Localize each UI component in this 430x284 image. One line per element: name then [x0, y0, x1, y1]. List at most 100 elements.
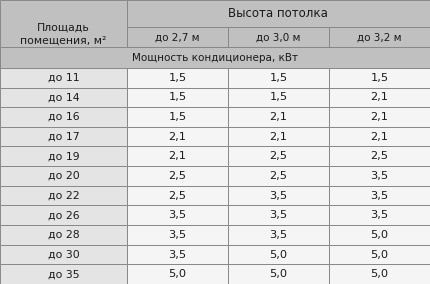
- Bar: [329, 127, 430, 147]
- Bar: [0, 127, 127, 147]
- Bar: [228, 68, 329, 87]
- Text: 2,1: 2,1: [270, 132, 287, 142]
- Bar: [0, 205, 127, 225]
- Bar: [329, 147, 430, 166]
- Text: до 22: до 22: [48, 191, 79, 201]
- Text: 3,5: 3,5: [370, 171, 389, 181]
- Text: Площадь
помещения, м²: Площадь помещения, м²: [20, 23, 107, 45]
- Bar: [127, 68, 228, 87]
- Text: до 20: до 20: [48, 171, 79, 181]
- Text: 3,5: 3,5: [269, 230, 288, 240]
- Bar: [127, 205, 228, 225]
- Bar: [228, 147, 329, 166]
- Bar: [0, 0, 127, 68]
- Bar: [329, 264, 430, 284]
- Text: до 11: до 11: [48, 73, 79, 83]
- Bar: [0, 186, 127, 205]
- Text: до 3,0 м: до 3,0 м: [256, 32, 301, 42]
- Bar: [329, 245, 430, 264]
- Text: 3,5: 3,5: [168, 250, 187, 260]
- Bar: [329, 166, 430, 186]
- Bar: [329, 27, 430, 47]
- Text: 2,1: 2,1: [371, 92, 388, 102]
- Bar: [228, 127, 329, 147]
- Text: 2,1: 2,1: [371, 112, 388, 122]
- Text: 2,1: 2,1: [169, 132, 186, 142]
- Bar: [0, 47, 430, 68]
- Text: 3,5: 3,5: [168, 230, 187, 240]
- Text: 3,5: 3,5: [269, 191, 288, 201]
- Text: 3,5: 3,5: [370, 210, 389, 220]
- Bar: [0, 147, 127, 166]
- Text: 2,5: 2,5: [169, 191, 186, 201]
- Bar: [0, 107, 127, 127]
- Text: 2,1: 2,1: [169, 151, 186, 161]
- Bar: [329, 107, 430, 127]
- Text: до 17: до 17: [48, 132, 79, 142]
- Text: 5,0: 5,0: [269, 269, 288, 279]
- Bar: [127, 166, 228, 186]
- Text: 5,0: 5,0: [370, 269, 389, 279]
- Text: до 3,2 м: до 3,2 м: [357, 32, 402, 42]
- Text: до 30: до 30: [48, 250, 79, 260]
- Bar: [127, 225, 228, 245]
- Text: 5,0: 5,0: [370, 250, 389, 260]
- Text: до 19: до 19: [48, 151, 79, 161]
- Text: до 35: до 35: [48, 269, 79, 279]
- Bar: [0, 68, 127, 87]
- Text: 1,5: 1,5: [269, 92, 288, 102]
- Bar: [228, 264, 329, 284]
- Text: 2,5: 2,5: [169, 171, 186, 181]
- Bar: [0, 264, 127, 284]
- Bar: [228, 166, 329, 186]
- Text: 3,5: 3,5: [168, 210, 187, 220]
- Text: до 26: до 26: [48, 210, 79, 220]
- Text: 1,5: 1,5: [269, 73, 288, 83]
- Bar: [228, 107, 329, 127]
- Text: 3,5: 3,5: [370, 191, 389, 201]
- Text: Мощность кондиционера, кВт: Мощность кондиционера, кВт: [132, 53, 298, 63]
- Bar: [329, 87, 430, 107]
- Bar: [228, 27, 329, 47]
- Text: 3,5: 3,5: [269, 210, 288, 220]
- Bar: [228, 186, 329, 205]
- Bar: [127, 87, 228, 107]
- Text: 5,0: 5,0: [269, 250, 288, 260]
- Bar: [0, 166, 127, 186]
- Bar: [329, 186, 430, 205]
- Text: 5,0: 5,0: [168, 269, 187, 279]
- Bar: [228, 225, 329, 245]
- Text: до 2,7 м: до 2,7 м: [155, 32, 200, 42]
- Bar: [228, 87, 329, 107]
- Bar: [329, 225, 430, 245]
- Bar: [0, 245, 127, 264]
- Bar: [0, 225, 127, 245]
- Bar: [127, 0, 430, 27]
- Bar: [0, 87, 127, 107]
- Bar: [127, 186, 228, 205]
- Bar: [329, 205, 430, 225]
- Text: до 16: до 16: [48, 112, 79, 122]
- Text: 2,1: 2,1: [371, 132, 388, 142]
- Text: 2,5: 2,5: [270, 151, 287, 161]
- Text: Высота потолка: Высота потолка: [228, 7, 329, 20]
- Text: 1,5: 1,5: [168, 92, 187, 102]
- Text: 2,1: 2,1: [270, 112, 287, 122]
- Text: до 28: до 28: [48, 230, 79, 240]
- Bar: [127, 245, 228, 264]
- Bar: [127, 127, 228, 147]
- Bar: [228, 205, 329, 225]
- Text: 1,5: 1,5: [168, 112, 187, 122]
- Bar: [228, 245, 329, 264]
- Bar: [127, 147, 228, 166]
- Text: 5,0: 5,0: [370, 230, 389, 240]
- Text: 2,5: 2,5: [371, 151, 388, 161]
- Bar: [127, 264, 228, 284]
- Text: 2,5: 2,5: [270, 171, 287, 181]
- Bar: [127, 27, 228, 47]
- Text: 1,5: 1,5: [168, 73, 187, 83]
- Bar: [329, 68, 430, 87]
- Bar: [127, 107, 228, 127]
- Text: до 14: до 14: [48, 92, 79, 102]
- Text: 1,5: 1,5: [370, 73, 389, 83]
